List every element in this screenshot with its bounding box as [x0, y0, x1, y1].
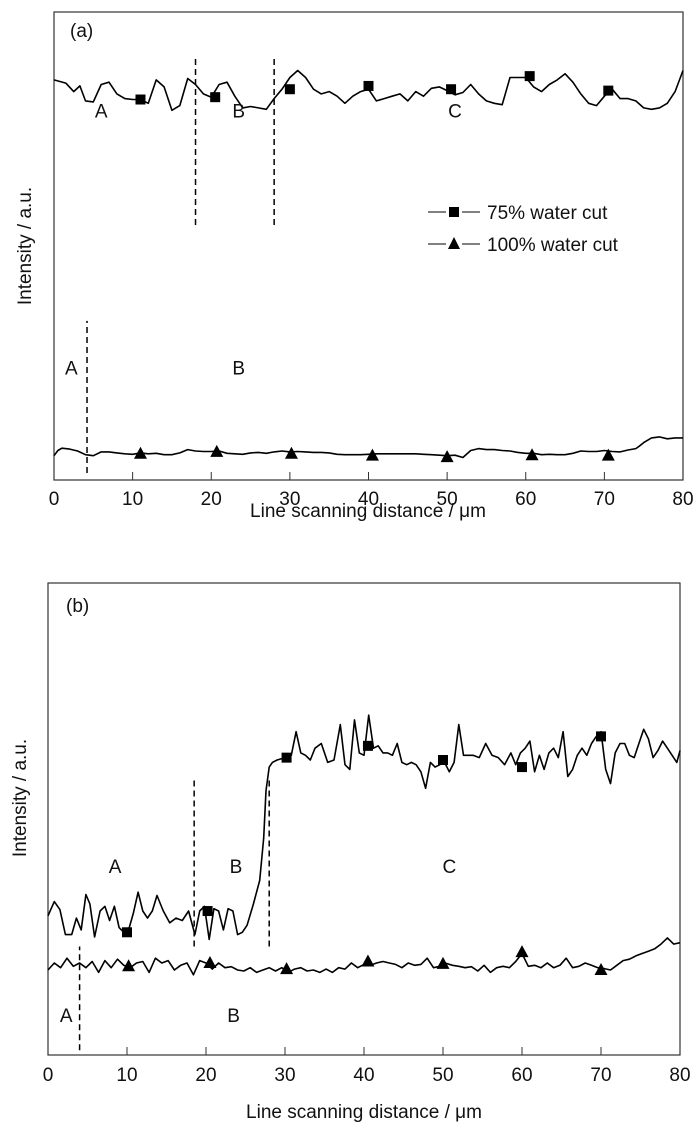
x-tick-label-0: 0: [49, 489, 60, 510]
square-marker-0: [122, 927, 132, 938]
triangle-marker-5: [515, 945, 529, 958]
triangle-marker-4: [436, 956, 450, 969]
panel-b-dividers: [78, 776, 270, 1051]
x-tick-label-50: 50: [432, 1065, 453, 1086]
x-tick-label-30: 30: [279, 489, 300, 510]
x-tick-label-30: 30: [274, 1065, 295, 1086]
panel-a-y-axis-label: Intensity / a.u.: [15, 187, 36, 305]
region-label-b-1: B: [232, 101, 245, 122]
panel-b-tag: (b): [66, 596, 89, 617]
x-tick-label-20: 20: [201, 489, 222, 510]
panel-a: (a) A B C A B 0 10 20 30 40 50 60 70 80 Line scannin…: [15, 11, 694, 522]
series-line-100-water-cut: [47, 937, 681, 976]
triangle-marker-1: [203, 955, 217, 968]
square-marker-6: [603, 85, 614, 96]
x-tick-label-10: 10: [116, 1065, 137, 1086]
triangle-marker-6: [594, 963, 608, 976]
legend-label-100: 100% water cut: [487, 235, 619, 256]
legend-entry-100: 100% water cut: [428, 235, 619, 256]
panel-b-x-axis-label: Line scanning distance / μm: [246, 1102, 482, 1123]
legend-triangle-marker-icon: [448, 237, 460, 249]
square-marker-2: [281, 752, 292, 763]
x-tick-label-40: 40: [358, 489, 379, 510]
x-tick-label-20: 20: [195, 1065, 216, 1086]
panel-b-y-axis-label: Intensity / a.u.: [10, 739, 31, 857]
square-marker-4: [446, 84, 457, 95]
square-marker-1: [202, 906, 213, 917]
panel-b-frame: [47, 582, 681, 1056]
legend: 75% water cut 100% water cut: [428, 203, 619, 256]
legend-label-75: 75% water cut: [487, 203, 608, 224]
region-label-b-4: B: [232, 359, 245, 380]
panel-b-traces: [47, 714, 681, 976]
x-tick-label-0: 0: [43, 1065, 54, 1086]
region-label-c-2: C: [442, 857, 456, 878]
x-tick-label-50: 50: [437, 489, 458, 510]
x-tick-label-60: 60: [511, 1065, 532, 1086]
triangle-marker-2: [280, 962, 294, 975]
panel-b-x-ticks: 0 10 20 30 40 50 60 70 80: [43, 1047, 691, 1086]
x-tick-label-70: 70: [594, 489, 615, 510]
square-marker-5: [517, 762, 527, 773]
triangle-marker-0: [133, 446, 147, 459]
region-label-a-0: A: [109, 857, 122, 878]
panel-a-tag: (a): [70, 21, 93, 42]
region-label-a-0: A: [95, 101, 108, 122]
panel-b: (b) A B C A B 0 10 20 30 40 50 60 70 80 Line scannin…: [10, 582, 691, 1123]
series-line-100-water-cut: [53, 436, 683, 459]
panel-a-x-axis-label: Line scanning distance / μm: [250, 501, 486, 522]
panel-b-markers: [122, 731, 608, 976]
triangle-marker-5: [525, 448, 539, 461]
square-marker-5: [524, 71, 535, 82]
legend-square-marker-icon: [449, 207, 459, 217]
triangle-marker-3: [361, 954, 375, 967]
region-label-a-3: A: [60, 1006, 73, 1027]
square-marker-2: [284, 84, 295, 95]
x-tick-label-80: 80: [672, 489, 693, 510]
legend-entry-75: 75% water cut: [428, 203, 608, 224]
square-marker-0: [135, 94, 146, 105]
region-label-b-1: B: [230, 857, 243, 878]
x-tick-label-60: 60: [515, 489, 536, 510]
region-label-c-2: C: [448, 101, 462, 122]
square-marker-1: [210, 92, 221, 103]
triangle-marker-4: [440, 450, 454, 463]
panel-a-region-labels: A B C A B: [65, 101, 462, 379]
panel-a-x-ticks: 0 10 20 30 40 50 60 70 80: [49, 472, 694, 510]
panel-a-traces: [53, 69, 684, 459]
square-marker-4: [438, 755, 448, 765]
x-tick-label-80: 80: [669, 1065, 690, 1086]
panel-b-region-labels: A B C A B: [60, 857, 456, 1027]
square-marker-3: [362, 740, 373, 751]
square-marker-6: [596, 731, 606, 742]
triangle-marker-1: [210, 444, 224, 457]
panel-a-markers: [133, 71, 615, 463]
square-marker-3: [363, 80, 374, 91]
series-line-75-water-cut: [47, 714, 681, 941]
x-tick-label-10: 10: [122, 489, 143, 510]
region-label-b-4: B: [227, 1006, 240, 1027]
triangle-marker-0: [122, 959, 136, 972]
triangle-marker-6: [601, 448, 615, 461]
x-tick-label-70: 70: [590, 1065, 611, 1086]
triangle-marker-3: [365, 448, 379, 461]
region-label-a-3: A: [65, 359, 78, 380]
panel-a-dividers: [86, 58, 275, 473]
triangle-marker-2: [284, 446, 298, 459]
x-tick-label-40: 40: [353, 1065, 374, 1086]
